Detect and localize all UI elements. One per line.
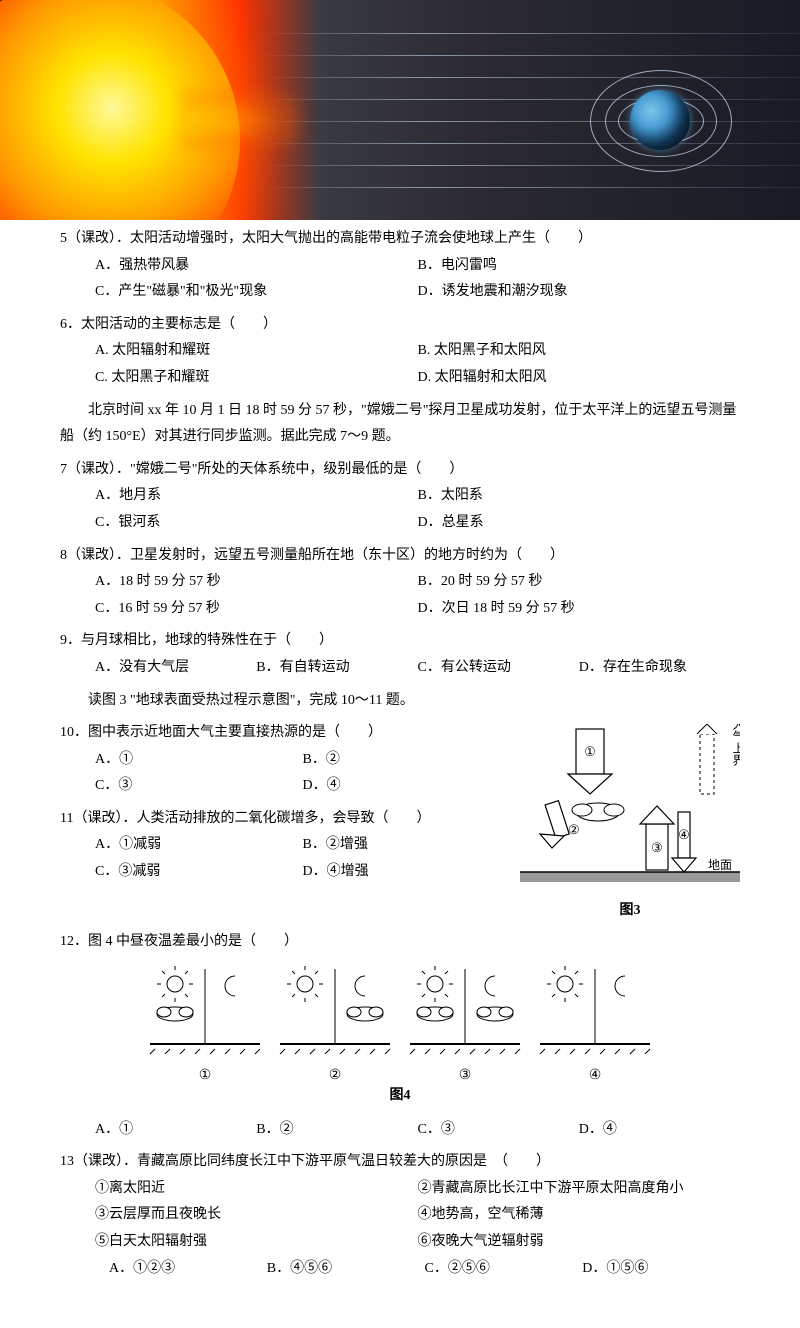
q13-line-6: ⑥夜晚大气逆辐射弱 — [418, 1229, 741, 1256]
fig3-atm-label: 大气上界 — [731, 724, 740, 767]
q10-opt-c: C．③ — [95, 773, 303, 800]
q7-opt-b: B．太阳系 — [418, 483, 741, 510]
fig3-circle-4: ④ — [678, 827, 690, 842]
solar-wind-illustration — [0, 0, 800, 220]
q10-opt-d: D．④ — [303, 773, 511, 800]
q11-opt-c: C．③减弱 — [95, 859, 303, 886]
moon-icon — [355, 976, 365, 996]
cloud-icon — [347, 1007, 383, 1021]
q9-opt-d: D．存在生命现象 — [579, 655, 740, 682]
q8-opt-c: C．16 时 59 分 57 秒 — [95, 596, 418, 623]
fig4-panel-3: ③ — [459, 1068, 472, 1083]
q12-opt-a: A．① — [95, 1117, 256, 1144]
q9-opt-b: B．有自转运动 — [256, 655, 417, 682]
moon-icon — [615, 976, 625, 996]
sun-icon — [287, 966, 323, 1002]
fig3-ground-label: 地面 — [708, 858, 732, 872]
q7-opt-c: C．银河系 — [95, 510, 418, 537]
question-12: 12．图 4 中昼夜温差最小的是（ ） — [60, 929, 740, 956]
question-7: 7（课改）．"嫦娥二号"所处的天体系统中，级别最低的是（ ） A．地月系 B．太… — [60, 457, 740, 537]
q8-opt-a: A．18 时 59 分 57 秒 — [95, 569, 418, 596]
earth — [630, 90, 690, 150]
q12-opt-d: D．④ — [579, 1117, 740, 1144]
q6-opt-d: D. 太阳辐射和太阳风 — [418, 365, 741, 392]
q9-stem: 9．与月球相比，地球的特殊性在于（ ） — [60, 628, 740, 655]
sun-icon — [547, 966, 583, 1002]
q5-opt-a: A．强热带风暴 — [95, 253, 418, 280]
q13-opt-a: A．①②③ — [109, 1256, 267, 1283]
q11-opt-b: B．②增强 — [303, 832, 511, 859]
cloud-icon — [477, 1007, 513, 1021]
q11-opt-d: D．④增强 — [303, 859, 511, 886]
fig4-panel-2: ② — [329, 1068, 342, 1083]
question-5: 5（课改）．太阳活动增强时，太阳大气抛出的高能带电粒子流会使地球上产生（ ） A… — [60, 226, 740, 306]
q10-opt-b: B．② — [303, 747, 511, 774]
sun-icon — [157, 966, 193, 1002]
q13-line-4: ④地势高，空气稀薄 — [418, 1202, 741, 1229]
q7-opt-a: A．地月系 — [95, 483, 418, 510]
figure-3: ① ② ③ ④ 大气上界 地面 图3 — [520, 724, 740, 919]
q6-opt-b: B. 太阳黑子和太阳风 — [418, 338, 741, 365]
q12-stem: 12．图 4 中昼夜温差最小的是（ ） — [60, 929, 740, 956]
q7-stem: 7（课改）．"嫦娥二号"所处的天体系统中，级别最低的是（ ） — [60, 457, 740, 484]
q13-line-3: ③云层厚而且夜晚长 — [95, 1202, 418, 1229]
question-6: 6．太阳活动的主要标志是（ ） A. 太阳辐射和耀斑 B. 太阳黑子和太阳风 C… — [60, 312, 740, 392]
fig4-panel-4: ④ — [589, 1068, 602, 1083]
q13-opt-b: B．④⑤⑥ — [267, 1256, 425, 1283]
q11-opt-a: A．①减弱 — [95, 832, 303, 859]
q6-opt-c: C. 太阳黑子和耀斑 — [95, 365, 418, 392]
figure-4: ① ② — [60, 964, 740, 1109]
q13-line-2: ②青藏高原比长江中下游平原太阳高度角小 — [418, 1176, 741, 1203]
q6-stem: 6．太阳活动的主要标志是（ ） — [60, 312, 740, 339]
question-9: 9．与月球相比，地球的特殊性在于（ ） A．没有大气层 B．有自转运动 C．有公… — [60, 628, 740, 681]
q13-stem: 13（课改）．青藏高原比同纬度长江中下游平原气温日较差大的原因是 （ ） — [60, 1149, 740, 1176]
q13-opt-c: C．②⑤⑥ — [425, 1256, 583, 1283]
intro-10-11: 读图 3 "地球表面受热过程示意图"，完成 10～11 题。 — [60, 688, 740, 715]
q7-opt-d: D．总星系 — [418, 510, 741, 537]
fig3-circle-3: ③ — [651, 840, 663, 855]
q9-opt-c: C．有公转运动 — [418, 655, 579, 682]
cloud-icon — [417, 1007, 453, 1021]
fig4-panel-1: ① — [199, 1068, 212, 1083]
q13-line-5: ⑤白天太阳辐射强 — [95, 1229, 418, 1256]
fig3-circle-2: ② — [568, 822, 580, 837]
q6-opt-a: A. 太阳辐射和耀斑 — [95, 338, 418, 365]
moon-icon — [485, 976, 495, 996]
cloud-icon — [157, 1007, 193, 1021]
q5-opt-b: B．电闪雷鸣 — [418, 253, 741, 280]
q8-stem: 8（课改）．卫星发射时，远望五号测量船所在地（东十区）的地方时约为（ ） — [60, 543, 740, 570]
intro-7-9: 北京时间 xx 年 10 月 1 日 18 时 59 分 57 秒，"嫦娥二号"… — [60, 398, 740, 451]
q10-opt-a: A．① — [95, 747, 303, 774]
q13-line-1: ①离太阳近 — [95, 1176, 418, 1203]
question-8: 8（课改）．卫星发射时，远望五号测量船所在地（东十区）的地方时约为（ ） A．1… — [60, 543, 740, 623]
q12-opt-b: B．② — [256, 1117, 417, 1144]
question-12-options: A．① B．② C．③ D．④ — [60, 1117, 740, 1144]
q5-opt-c: C．产生"磁暴"和"极光"现象 — [95, 279, 418, 306]
fig3-label: 图3 — [520, 899, 740, 919]
q12-opt-c: C．③ — [418, 1117, 579, 1144]
q8-opt-b: B．20 时 59 分 57 秒 — [418, 569, 741, 596]
fig3-circle-1: ① — [584, 744, 596, 759]
question-13: 13（课改）．青藏高原比同纬度长江中下游平原气温日较差大的原因是 （ ） ①离太… — [60, 1149, 740, 1282]
q8-opt-d: D．次日 18 时 59 分 57 秒 — [418, 596, 741, 623]
q5-opt-d: D．诱发地震和潮汐现象 — [418, 279, 741, 306]
sun-icon — [417, 966, 453, 1002]
earth-magnetosphere — [600, 60, 720, 180]
q5-stem: 5（课改）．太阳活动增强时，太阳大气抛出的高能带电粒子流会使地球上产生（ ） — [60, 226, 740, 253]
moon-icon — [225, 976, 235, 996]
fig4-label: 图4 — [390, 1087, 411, 1103]
q13-opt-d: D．①⑤⑥ — [582, 1256, 740, 1283]
q9-opt-a: A．没有大气层 — [95, 655, 256, 682]
